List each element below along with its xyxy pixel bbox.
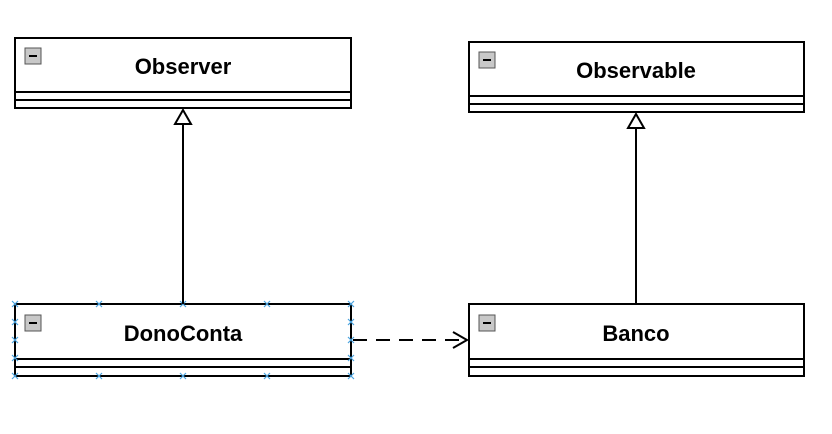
class-observer[interactable]: Observer	[14, 37, 352, 109]
selection-handle[interactable]	[95, 300, 103, 308]
class-observer-box	[14, 37, 352, 109]
selection-handle[interactable]	[11, 318, 19, 326]
collapse-minus-icon[interactable]	[478, 51, 496, 69]
selection-handle[interactable]	[347, 372, 355, 380]
collapse-minus-icon[interactable]	[24, 47, 42, 65]
selection-handle[interactable]	[11, 336, 19, 344]
class-observer-name: Observer	[135, 54, 232, 79]
selection-handle[interactable]	[347, 354, 355, 362]
selection-handle[interactable]	[11, 354, 19, 362]
hollow-triangle-arrowhead	[626, 111, 646, 129]
selection-handle[interactable]	[179, 372, 187, 380]
generalization-arrow-dono-conta-observer[interactable]	[173, 107, 193, 304]
class-observable[interactable]: Observable	[468, 41, 805, 113]
selection-handle[interactable]	[263, 372, 271, 380]
selection-handle[interactable]	[95, 372, 103, 380]
class-observable-name: Observable	[576, 58, 696, 83]
collapse-minus-icon[interactable]	[24, 314, 42, 332]
selection-handle[interactable]	[347, 336, 355, 344]
class-banco[interactable]: Banco	[468, 303, 805, 377]
generalization-arrow-banco-observable[interactable]	[626, 111, 646, 304]
collapse-minus-icon[interactable]	[478, 314, 496, 332]
open-arrowhead	[452, 331, 470, 349]
selection-handle[interactable]	[11, 372, 19, 380]
selection-handles[interactable]	[11, 300, 355, 380]
class-dono-conta-name: DonoConta	[124, 321, 243, 346]
selection-handle[interactable]	[347, 318, 355, 326]
dependency-arrow-dono-conta-banco[interactable]	[353, 331, 470, 349]
class-dono-conta[interactable]: DonoConta	[11, 300, 355, 380]
selection-handle[interactable]	[347, 300, 355, 308]
selection-handle[interactable]	[263, 300, 271, 308]
class-observable-box	[468, 41, 805, 113]
hollow-triangle-arrowhead	[173, 107, 193, 125]
selection-handle[interactable]	[11, 300, 19, 308]
class-banco-box	[468, 303, 805, 377]
class-banco-name: Banco	[602, 321, 669, 346]
